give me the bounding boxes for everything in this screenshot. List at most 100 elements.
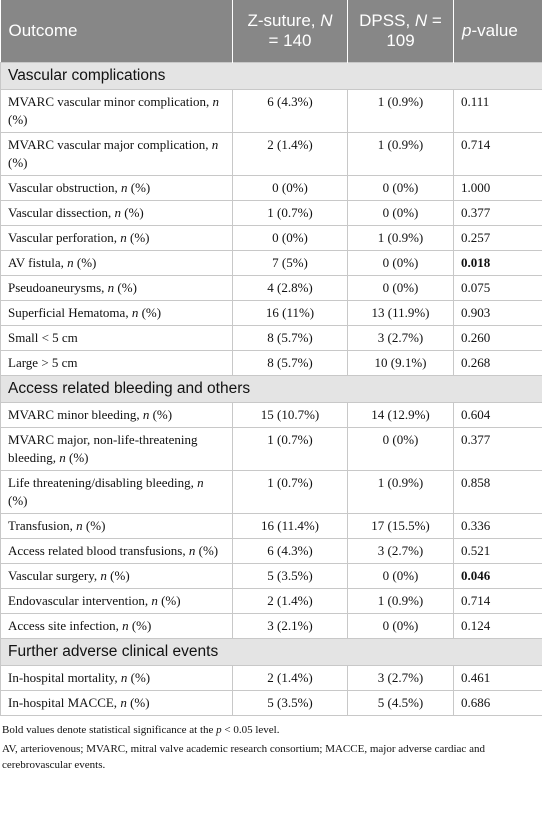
cell-value: 5 (4.5%)	[347, 690, 454, 716]
section-title: Further adverse clinical events	[0, 638, 542, 666]
cell-value: 0.075	[453, 275, 542, 301]
section-row: Vascular complications	[0, 62, 542, 90]
cell-value: 0 (0%)	[347, 175, 454, 201]
data-row: Pseudoaneurysms, n (%) 4 (2.8%) 0 (0%) 0.07…	[0, 275, 542, 301]
outcome-label: In-hospital mortality, n (%)	[0, 665, 233, 691]
cell-value: 3 (2.7%)	[347, 325, 454, 351]
outcome-label: Life threatening/disabling bleeding, n (…	[0, 470, 233, 514]
cell-value: 6 (4.3%)	[232, 538, 348, 564]
cell-value: 0.336	[453, 513, 542, 539]
outcome-table: Outcome Z-suture, N = 140 DPSS, N = 109 p-v…	[0, 0, 542, 716]
cell-value: 0.260	[453, 325, 542, 351]
outcome-label: Small < 5 cm	[0, 325, 233, 351]
outcome-label: AV fistula, n (%)	[0, 250, 233, 276]
cell-value: 1 (0.9%)	[347, 470, 454, 514]
data-row: MVARC vascular major complication, n (%)…	[0, 132, 542, 176]
cell-value: 0.377	[453, 200, 542, 226]
data-row: Vascular obstruction, n (%) 0 (0%) 0 (0%) 1…	[0, 175, 542, 201]
cell-value: 0.714	[453, 132, 542, 176]
cell-value: 10 (9.1%)	[347, 350, 454, 376]
cell-value: 0.686	[453, 690, 542, 716]
outcome-label: MVARC vascular minor complication, n (%)	[0, 89, 233, 133]
section-row: Access related bleeding and others	[0, 375, 542, 403]
data-row: Transfusion, n (%) 16 (11.4%) 17 (15.5%) 0.…	[0, 513, 542, 539]
cell-value: 0.018	[453, 250, 542, 276]
cell-value: 16 (11.4%)	[232, 513, 348, 539]
cell-value: 0 (0%)	[232, 225, 348, 251]
cell-value: 15 (10.7%)	[232, 402, 348, 428]
cell-value: 0.858	[453, 470, 542, 514]
cell-value: 0.046	[453, 563, 542, 589]
header-cell: Z-suture, N = 140	[232, 0, 348, 63]
cell-value: 0 (0%)	[347, 200, 454, 226]
outcome-label: Vascular perforation, n (%)	[0, 225, 233, 251]
outcome-label: Endovascular intervention, n (%)	[0, 588, 233, 614]
outcome-label: Vascular dissection, n (%)	[0, 200, 233, 226]
cell-value: 3 (2.7%)	[347, 538, 454, 564]
data-row: In-hospital MACCE, n (%) 5 (3.5%) 5 (4.5%)…	[0, 690, 542, 716]
cell-value: 0 (0%)	[347, 563, 454, 589]
header-cell: p-value	[453, 0, 542, 63]
section-row: Further adverse clinical events	[0, 638, 542, 666]
outcome-label: In-hospital MACCE, n (%)	[0, 690, 233, 716]
cell-value: 0.257	[453, 225, 542, 251]
cell-value: 8 (5.7%)	[232, 350, 348, 376]
data-row: Vascular surgery, n (%) 5 (3.5%) 0 (0%) 0.0…	[0, 563, 542, 589]
cell-value: 1 (0.9%)	[347, 89, 454, 133]
data-row: Life threatening/disabling bleeding, n (…	[0, 470, 542, 514]
cell-value: 0.903	[453, 300, 542, 326]
outcome-label: Large > 5 cm	[0, 350, 233, 376]
outcome-label: MVARC minor bleeding, n (%)	[0, 402, 233, 428]
cell-value: 0 (0%)	[347, 427, 454, 471]
cell-value: 6 (4.3%)	[232, 89, 348, 133]
data-row: MVARC minor bleeding, n (%) 15 (10.7%) 14 …	[0, 402, 542, 428]
table-body: Vascular complications MVARC vascular min…	[0, 62, 542, 716]
cell-value: 0.268	[453, 350, 542, 376]
cell-value: 2 (1.4%)	[232, 132, 348, 176]
outcome-label: Superficial Hematoma, n (%)	[0, 300, 233, 326]
cell-value: 0.604	[453, 402, 542, 428]
cell-value: 1 (0.7%)	[232, 470, 348, 514]
cell-value: 1 (0.9%)	[347, 225, 454, 251]
cell-value: 8 (5.7%)	[232, 325, 348, 351]
cell-value: 1 (0.9%)	[347, 132, 454, 176]
cell-value: 0.124	[453, 613, 542, 639]
data-row: MVARC vascular minor complication, n (%)…	[0, 89, 542, 133]
cell-value: 16 (11%)	[232, 300, 348, 326]
cell-value: 0.714	[453, 588, 542, 614]
outcome-label: Vascular surgery, n (%)	[0, 563, 233, 589]
outcome-label: MVARC vascular major complication, n (%)	[0, 132, 233, 176]
data-row: Vascular perforation, n (%) 0 (0%) 1 (0.9%…	[0, 225, 542, 251]
cell-value: 5 (3.5%)	[232, 690, 348, 716]
outcome-label: MVARC major, non-life-threatening bleedi…	[0, 427, 233, 471]
cell-value: 1 (0.7%)	[232, 427, 348, 471]
header-row: Outcome Z-suture, N = 140 DPSS, N = 109 p-v…	[0, 0, 542, 63]
header-cell: Outcome	[0, 0, 233, 63]
cell-value: 1 (0.9%)	[347, 588, 454, 614]
cell-value: 4 (2.8%)	[232, 275, 348, 301]
section-title: Vascular complications	[0, 62, 542, 90]
data-row: MVARC major, non-life-threatening bleedi…	[0, 427, 542, 471]
cell-value: 0.377	[453, 427, 542, 471]
footnotes: Bold values denote statistical significa…	[0, 716, 542, 773]
data-row: Superficial Hematoma, n (%) 16 (11%) 13 (1…	[0, 300, 542, 326]
outcome-label: Pseudoaneurysms, n (%)	[0, 275, 233, 301]
data-row: In-hospital mortality, n (%) 2 (1.4%) 3 (2…	[0, 665, 542, 691]
cell-value: 7 (5%)	[232, 250, 348, 276]
cell-value: 1 (0.7%)	[232, 200, 348, 226]
cell-value: 0 (0%)	[347, 613, 454, 639]
cell-value: 5 (3.5%)	[232, 563, 348, 589]
data-row: AV fistula, n (%) 7 (5%) 0 (0%) 0.018	[0, 250, 542, 276]
cell-value: 0 (0%)	[232, 175, 348, 201]
cell-value: 14 (12.9%)	[347, 402, 454, 428]
outcome-label: Access related blood transfusions, n (%)	[0, 538, 233, 564]
cell-value: 0.521	[453, 538, 542, 564]
cell-value: 3 (2.7%)	[347, 665, 454, 691]
cell-value: 17 (15.5%)	[347, 513, 454, 539]
cell-value: 0 (0%)	[347, 275, 454, 301]
footnote: AV, arteriovenous; MVARC, mitral valve a…	[2, 743, 485, 771]
cell-value: 3 (2.1%)	[232, 613, 348, 639]
data-row: Access site infection, n (%) 3 (2.1%) 0 (0…	[0, 613, 542, 639]
outcome-label: Transfusion, n (%)	[0, 513, 233, 539]
